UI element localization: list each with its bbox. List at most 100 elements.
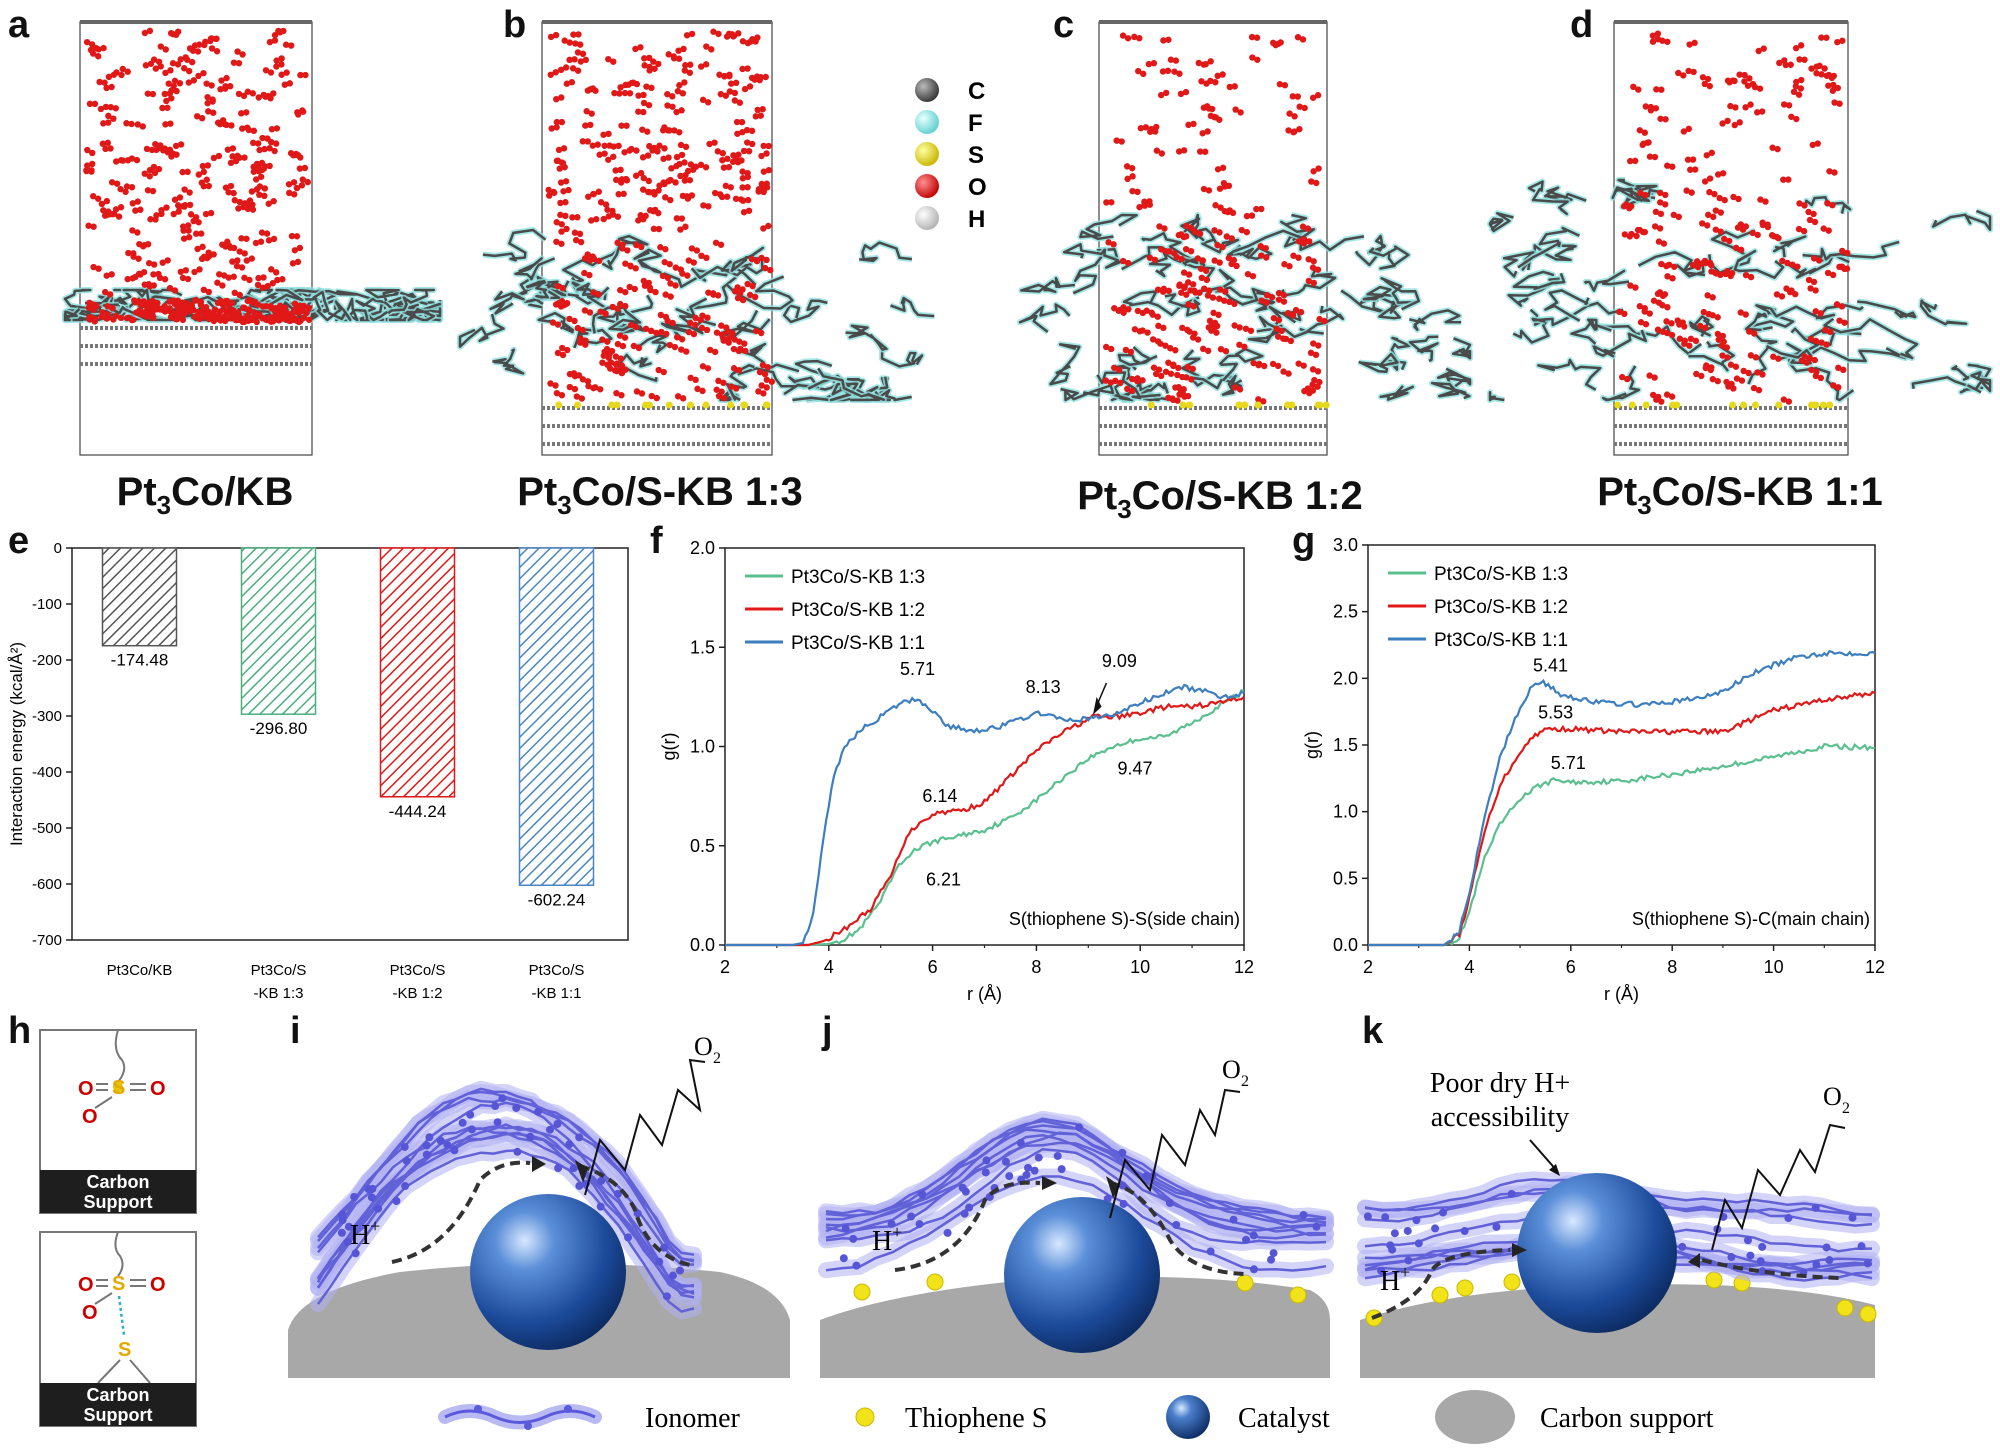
chart-f-peak-label-1: 8.13 xyxy=(1026,677,1061,697)
panel-i-proton-path-left xyxy=(391,1160,531,1264)
panel-j-ionomer-strand xyxy=(825,1147,1327,1245)
chart-g-xtick-label: 8 xyxy=(1667,957,1677,977)
svg-text:+: + xyxy=(892,1222,902,1242)
chart-f-ytick-label: 1.5 xyxy=(690,637,715,657)
svg-text:S: S xyxy=(112,1077,125,1099)
chart-f-ytick-label: 0.0 xyxy=(690,935,715,955)
panel-k-thiophene-s xyxy=(1836,1299,1854,1317)
chart-g-ytick-label: 0.0 xyxy=(1333,935,1358,955)
chart-e-ytick-label: -300 xyxy=(32,708,62,725)
legend-carbon-label: Carbon support xyxy=(1540,1403,1714,1434)
chart-g-series-2 xyxy=(1368,649,1876,947)
chart-g-xtick-label: 2 xyxy=(1363,957,1373,977)
schematic-legend: Ionomer Thiophene S Catalyst Carbon supp… xyxy=(438,1390,1714,1444)
panel-k-o2-path xyxy=(1711,1123,1846,1251)
panel-k-thiophene-s xyxy=(1859,1305,1877,1323)
panel-j-o2-path xyxy=(1109,1088,1241,1219)
panel-k-thiophene-s xyxy=(1431,1286,1449,1304)
atom-legend-O-label: O xyxy=(968,174,987,201)
chart-g-xlabel: r (Å) xyxy=(1604,984,1639,1004)
chart-g-xtick-label: 6 xyxy=(1566,957,1576,977)
svg-text:O: O xyxy=(82,1106,98,1128)
panel-j-hplus-label: H xyxy=(872,1226,892,1257)
atom-legend-O-icon xyxy=(915,174,939,198)
caption-d: Pt3Co/S-KB 1:1 xyxy=(1597,470,1883,520)
caption-b: Pt3Co/S-KB 1:3 xyxy=(517,470,803,520)
md-snapshot-c xyxy=(1017,20,1473,456)
chart-g-ytick-label: 1.5 xyxy=(1333,735,1358,755)
chart-f-annotation: S(thiophene S)-S(side chain) xyxy=(1009,909,1240,929)
h-interaction-line xyxy=(117,1295,126,1336)
legend-catalyst-icon xyxy=(1166,1395,1210,1439)
panel-i-ionomer-strand xyxy=(316,1131,695,1295)
chart-g-legend-label-1: Pt3Co/S-KB 1:2 xyxy=(1434,597,1568,618)
chart-f-peak-label-3: 6.14 xyxy=(922,786,957,806)
svg-text:2: 2 xyxy=(1842,1100,1850,1117)
chart-f-series-0 xyxy=(725,689,1245,947)
panel-j-schematic: O 2 H + xyxy=(818,1055,1334,1378)
panel-i-schematic: O 2 H + xyxy=(288,1032,790,1378)
panel-k-carbon-support xyxy=(1360,1284,1875,1378)
chart-f-xtick-label: 2 xyxy=(720,957,730,977)
chart-e-bar-3 xyxy=(518,547,595,887)
chart-e-ytick-label: -700 xyxy=(32,932,62,949)
panel-j-ionomer-strand xyxy=(825,1175,1327,1272)
panel-j-ionomer-strand xyxy=(825,1117,1327,1220)
panel-label-g: g xyxy=(1292,520,1316,562)
panel-label-d: d xyxy=(1570,4,1594,46)
md-snapshot-b xyxy=(457,20,935,456)
chart-e-frame xyxy=(71,547,629,941)
chart-e-ytick-label: -600 xyxy=(32,876,62,893)
chart-g-peak-label-0: 5.41 xyxy=(1533,656,1568,676)
svg-text:Carbon: Carbon xyxy=(87,1172,150,1192)
chart-e-value-label-1: -296.80 xyxy=(250,719,308,738)
chart-e-category-label-2: -KB 1:2 xyxy=(392,985,442,1002)
chart-e-category-label-1: Pt3Co/S xyxy=(251,962,307,979)
panel-k-thiophene-s xyxy=(1456,1279,1474,1297)
svg-text:O: O xyxy=(78,1274,94,1296)
chart-g-peak-label-2: 5.71 xyxy=(1551,753,1586,773)
panel-j-ionomer-strand xyxy=(825,1141,1327,1240)
panel-label-c: c xyxy=(1053,4,1075,46)
chart-e-bar-1 xyxy=(240,547,317,715)
panel-j-proton-path-right xyxy=(1109,1181,1246,1276)
chart-e-category-label-3: -KB 1:1 xyxy=(531,985,581,1002)
panel-label-i: i xyxy=(290,1010,301,1052)
chart-g-legend-label-0: Pt3Co/S-KB 1:3 xyxy=(1434,564,1568,585)
svg-text:+: + xyxy=(370,1216,380,1236)
svg-text:2: 2 xyxy=(713,1050,721,1067)
atom-legend-H-icon xyxy=(915,206,939,230)
atom-legend-F-icon xyxy=(915,110,939,134)
panel-label-b: b xyxy=(503,4,527,46)
svg-text:Support: Support xyxy=(84,1192,153,1212)
panel-i-o2-label: O xyxy=(694,1032,713,1061)
panel-i-proton-path-right xyxy=(579,1164,691,1267)
chart-e-value-label-0: -174.48 xyxy=(111,651,169,670)
panel-i-catalyst-sphere xyxy=(470,1194,626,1350)
chart-g-ylabel: g(r) xyxy=(1302,731,1322,759)
panel-i-hplus-label: H xyxy=(350,1220,370,1251)
chart-g-ytick-label: 1.0 xyxy=(1333,802,1358,822)
panel-k-o2-label: O xyxy=(1823,1082,1842,1111)
h-top-carbon-support xyxy=(40,1170,196,1213)
chart-f-legend-label-1: Pt3Co/S-KB 1:2 xyxy=(791,600,925,621)
panel-i-ionomer-strand xyxy=(316,1123,695,1288)
chart-e-category-label-0: Pt3Co/KB xyxy=(107,962,173,979)
panel-k-proton-path-right xyxy=(1701,1258,1841,1280)
panel-j-o2-label: O xyxy=(1222,1055,1241,1084)
chart-e-category-label-1: -KB 1:3 xyxy=(253,985,303,1002)
legend-carbon-icon xyxy=(1435,1390,1515,1444)
panel-i-ionomer-strand xyxy=(316,1125,695,1288)
svg-text:2: 2 xyxy=(1241,1073,1249,1090)
chart-g-annotation: S(thiophene S)-C(main chain) xyxy=(1632,909,1870,929)
chart-e-value-label-2: -444.24 xyxy=(389,802,447,821)
svg-text:S: S xyxy=(112,1273,125,1295)
chart-f-xtick-label: 10 xyxy=(1130,957,1150,977)
legend-ionomer-label: Ionomer xyxy=(645,1403,741,1434)
poor-dry-label-2: accessibility xyxy=(1431,1102,1569,1133)
panel-label-f: f xyxy=(650,520,663,562)
panel-j-ionomer-strand xyxy=(825,1128,1327,1229)
chart-g-series-0 xyxy=(1368,742,1876,947)
svg-text:S: S xyxy=(118,1339,131,1361)
